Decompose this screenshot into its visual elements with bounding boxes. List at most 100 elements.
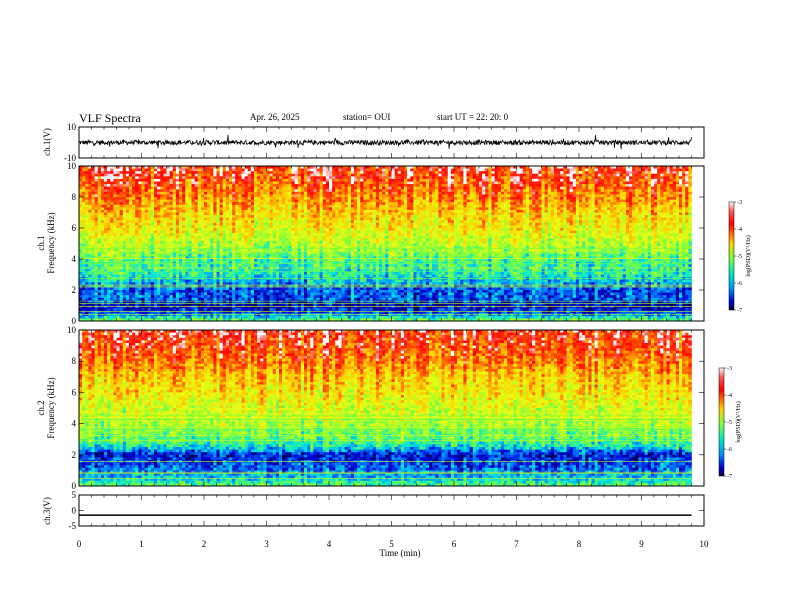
spectrogram-cell xyxy=(82,184,86,187)
spectrogram-cell xyxy=(241,217,245,221)
spectrogram-cell xyxy=(207,248,211,252)
spectrogram-cell xyxy=(113,204,117,208)
spectrogram-cell xyxy=(250,300,255,304)
spectrogram-cell xyxy=(291,215,295,218)
spectrogram-cell xyxy=(238,184,242,187)
spectrogram-cell xyxy=(282,209,286,213)
spectrogram-cell xyxy=(141,282,145,286)
spectrogram-cell xyxy=(285,238,289,242)
spectrogram-cell xyxy=(104,181,108,185)
spectrogram-cell xyxy=(257,181,261,185)
spectrogram-cell xyxy=(291,271,295,275)
spectrogram-cell xyxy=(169,220,174,224)
spectrogram-cell xyxy=(82,207,86,211)
spectrogram-cell xyxy=(210,295,214,299)
spectrogram-cell xyxy=(91,292,95,296)
spectrogram-cell xyxy=(316,305,320,309)
spectrogram-cell xyxy=(172,308,177,311)
spectrogram-cell xyxy=(157,186,161,190)
spectrogram-cell xyxy=(266,186,270,190)
spectrogram-cell xyxy=(191,207,195,211)
spectrogram-cell xyxy=(232,315,236,319)
spectrogram-cell xyxy=(307,171,311,175)
spectrogram-cell xyxy=(119,166,124,169)
spectrogram-cell xyxy=(88,297,92,301)
spectrogram-cell xyxy=(175,269,180,273)
spectrogram-cell xyxy=(210,297,214,301)
spectrogram-cell xyxy=(260,220,264,224)
spectrogram-cell xyxy=(297,171,302,175)
spectrogram-cell xyxy=(122,302,127,306)
spectrogram-cell xyxy=(282,178,286,182)
spectrogram-cell xyxy=(213,228,217,231)
spectrogram-cell xyxy=(141,297,145,301)
spectrogram-cell xyxy=(157,173,161,177)
spectrogram-cell xyxy=(100,305,105,309)
spectrogram-cell xyxy=(94,230,99,234)
spectrogram-cell xyxy=(182,202,186,206)
spectrogram-cell xyxy=(147,238,152,242)
spectrogram-cell xyxy=(288,212,292,216)
spectrogram-cell xyxy=(241,246,245,249)
spectrogram-cell xyxy=(100,197,105,200)
spectrogram-cell xyxy=(194,251,199,255)
spectrogram-cell xyxy=(79,259,83,262)
spectrogram-cell xyxy=(229,202,233,206)
spectrogram-cell xyxy=(247,305,252,309)
spectrogram-cell xyxy=(222,261,227,265)
spectrogram-cell xyxy=(200,269,205,273)
spectrogram-cell xyxy=(257,310,261,314)
spectrogram-cell xyxy=(207,284,211,288)
spectrogram-cell xyxy=(138,181,142,185)
spectrogram-cell xyxy=(163,240,167,244)
spectrogram-cell xyxy=(197,300,202,304)
spectrogram-cell xyxy=(238,225,242,229)
spectrogram-cell xyxy=(213,287,217,291)
spectrogram-cell xyxy=(129,168,133,172)
spectrogram-cell xyxy=(197,194,202,198)
spectrogram-cell xyxy=(238,220,242,224)
spectrogram-cell xyxy=(219,178,224,182)
spectrogram-cell xyxy=(319,308,324,311)
spectrogram-cell xyxy=(138,295,142,299)
spectrogram-cell xyxy=(216,253,220,257)
spectrogram-cell xyxy=(141,209,145,213)
spectrogram-cell xyxy=(319,300,324,304)
spectrogram-cell xyxy=(291,318,295,322)
spectrogram-cell xyxy=(119,251,124,255)
spectrogram-cell xyxy=(310,297,314,301)
spectrogram-cell xyxy=(222,297,227,301)
spectrogram-cell xyxy=(313,191,317,195)
spectrogram-cell xyxy=(247,209,252,213)
spectrogram-cell xyxy=(163,225,167,229)
spectrogram-cell xyxy=(94,222,99,226)
spectrogram-cell xyxy=(197,279,202,283)
spectrogram-cell xyxy=(288,202,292,206)
spectrogram-cell xyxy=(119,230,124,234)
spectrogram-cell xyxy=(119,246,124,249)
spectrogram-cell xyxy=(210,204,214,208)
spectrogram-cell xyxy=(179,168,183,172)
spectrogram-cell xyxy=(282,202,286,206)
spectrogram-cell xyxy=(100,251,105,255)
spectrogram-cell xyxy=(304,297,308,301)
spectrogram-cell xyxy=(182,215,186,218)
spectrogram-cell xyxy=(163,186,167,190)
spectrogram-cell xyxy=(200,243,205,247)
spectrogram-cell xyxy=(300,295,305,299)
spectrogram-cell xyxy=(147,282,152,286)
spectrogram-cell xyxy=(150,315,155,319)
spectrogram-cell xyxy=(297,240,302,244)
spectrogram-cell xyxy=(100,220,105,224)
spectrogram-cell xyxy=(91,204,95,208)
spectrogram-cell xyxy=(100,292,105,296)
spectrogram-cell xyxy=(322,248,327,252)
spectrogram-cell xyxy=(116,287,120,291)
spectrogram-cell xyxy=(85,168,89,172)
spectrogram-cell xyxy=(322,209,327,213)
spectrogram-cell xyxy=(188,318,192,322)
spectrogram-cell xyxy=(175,228,180,231)
spectrogram-cell xyxy=(138,207,142,211)
spectrogram-cell xyxy=(85,181,89,185)
spectrogram-cell xyxy=(232,191,236,195)
